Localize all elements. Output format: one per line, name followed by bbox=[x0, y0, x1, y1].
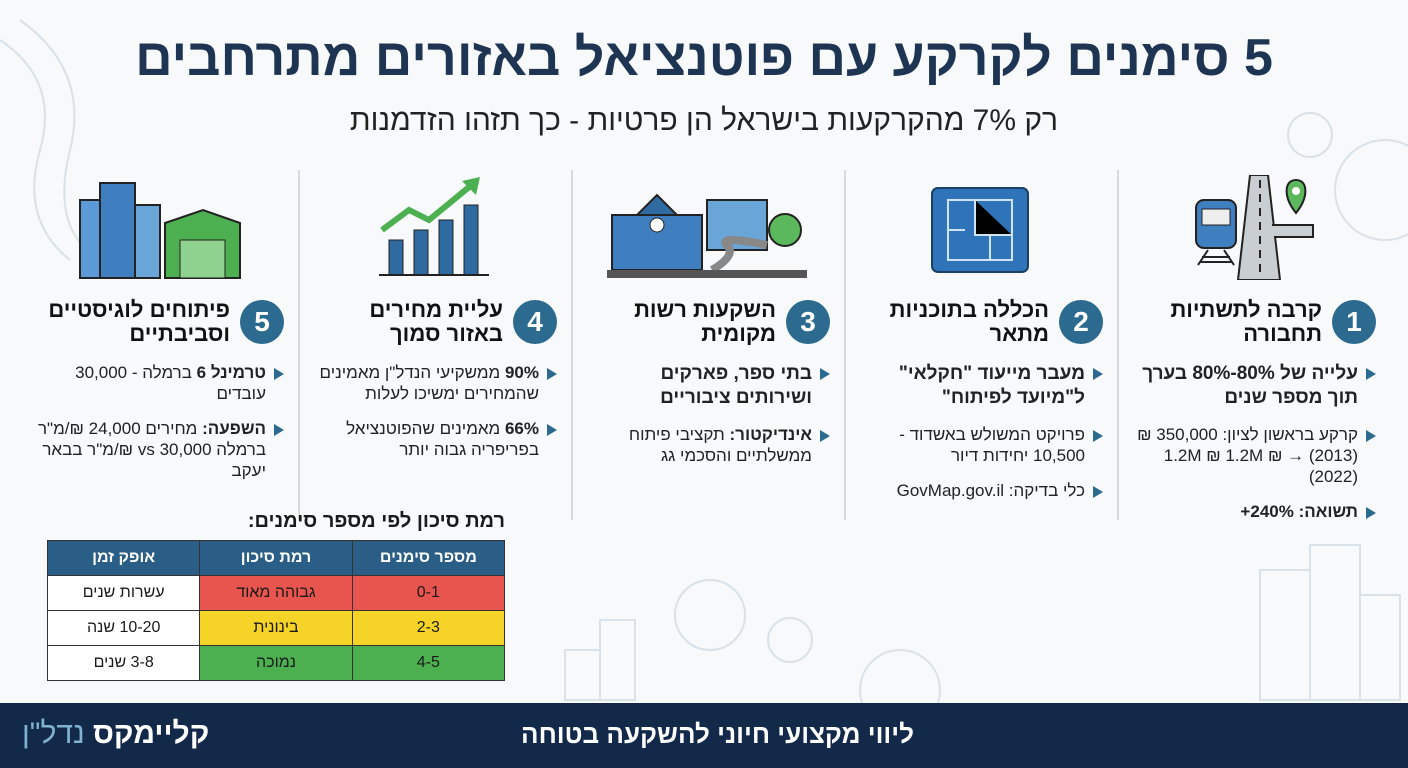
risk-table-row: 4-5 נמוכה 3-8 שנים bbox=[46, 645, 506, 681]
bullet-text: פרויקט המשולש באשדוד - 10,500 יחידות דיו… bbox=[899, 425, 1085, 465]
cell-horizon: 10-20 שנה bbox=[46, 610, 201, 646]
sign-bullet: 90% ממשקיעי הנדל"ן מאמינים שהמחירים ימשי… bbox=[310, 362, 557, 404]
bullet-bold: אינדיקטור: bbox=[729, 425, 812, 444]
sign-column-2: 2 הכללה בתוכניות מתאר מעבר מייעוד "חקלאי" … bbox=[844, 170, 1117, 520]
bullet-bold: עלייה של 80%-80% bbox=[1192, 363, 1358, 384]
sign-bullet: מעבר מייעוד "חקלאי" ל"מיועד לפיתוח" bbox=[856, 362, 1103, 410]
bullet-text: קרקע בראשון לציון: 350,000 ₪ (2013) → 1.… bbox=[1137, 425, 1358, 486]
bullet-text: ממשקיעי הנדל"ן מאמינים שהמחירים ימשיכו ל… bbox=[319, 363, 540, 403]
header-signs: מספר סימנים bbox=[351, 540, 506, 576]
footer: ליווי מקצועי חיוני להשקעה בטוחה קליימקס … bbox=[0, 703, 1408, 768]
buildings-warehouse-icon bbox=[35, 170, 284, 280]
cell-horizon: עשרות שנים bbox=[46, 575, 201, 611]
sign-title: קרבה לתשתיות תחבורה bbox=[1170, 297, 1322, 346]
sign-title: פיתוחים לוגיסטיים וסביבתיים bbox=[48, 297, 230, 346]
logo-sub: נדל"ן bbox=[22, 717, 85, 750]
brand-logo: קליימקס נדל"ן bbox=[22, 717, 209, 751]
bullet-bold: תשואה: 240%+ bbox=[1240, 502, 1358, 521]
sign-column-5: 5 פיתוחים לוגיסטיים וסביבתיים טרמינל 6 ברמ… bbox=[25, 170, 298, 520]
sign-bullet: קרקע בראשון לציון: 350,000 ₪ (2013) → 1.… bbox=[1129, 424, 1376, 487]
cell-risk: גבוהה מאוד bbox=[199, 575, 353, 611]
sign-column-3: 3 השקעות רשות מקומית בתי ספר, פארקים ושירו… bbox=[571, 170, 844, 520]
bullet-bold: 90% bbox=[504, 363, 539, 382]
bullet-text: מאמינים שהפוטנציאל בפריפריה גבוה יותר bbox=[346, 419, 539, 459]
sign-bullet: עלייה של 80%-80% בערך תוך מספר שנים bbox=[1129, 362, 1376, 410]
sign-number-badge: 2 bbox=[1059, 300, 1103, 344]
cell-signs: 2-3 bbox=[351, 610, 506, 646]
sign-bullet: 66% מאמינים שהפוטנציאל בפריפריה גבוה יות… bbox=[310, 418, 557, 460]
sign-bullet: אינדיקטור: תקציבי פיתוח ממשלתיים והסכמי … bbox=[583, 424, 830, 466]
sign-number-badge: 1 bbox=[1332, 300, 1376, 344]
page-subtitle: רק 7% מהקרקעות בישראל הן פרטיות - כך תזה… bbox=[349, 104, 1059, 137]
bullet-text: בערך תוך מספר שנים bbox=[1142, 363, 1358, 408]
cell-signs: 0-1 bbox=[351, 575, 506, 611]
footer-tagline: ליווי מקצועי חיוני להשקעה בטוחה bbox=[521, 719, 914, 749]
sign-number-badge: 4 bbox=[513, 300, 557, 344]
sign-bullet: פרויקט המשולש באשדוד - 10,500 יחידות דיו… bbox=[856, 424, 1103, 466]
signs-columns: 1 קרבה לתשתיות תחבורה עלייה של 80%-80% בער… bbox=[25, 170, 1390, 522]
bullet-bold: 66% bbox=[504, 419, 539, 438]
bullet-text: מחירים 24,000 ₪/מ"ר ברמלה vs 30,000 ₪/מ"… bbox=[37, 419, 266, 480]
bullet-text: כלי בדיקה: GovMap.gov.il bbox=[896, 481, 1085, 500]
sign-column-1: 1 קרבה לתשתיות תחבורה עלייה של 80%-80% בער… bbox=[1117, 170, 1390, 522]
header-horizon: אופק זמן bbox=[46, 540, 201, 576]
sign-column-4: 4 עליית מחירים באזור סמוך 90% ממשקיעי הנדל… bbox=[298, 170, 571, 520]
sign-bullet: כלי בדיקה: GovMap.gov.il bbox=[856, 480, 1103, 501]
sign-bullet: טרמינל 6 ברמלה - 30,000 עובדים bbox=[35, 362, 284, 404]
risk-table-title: רמת סיכון לפי מספר סימנים: bbox=[247, 510, 505, 532]
cell-horizon: 3-8 שנים bbox=[46, 645, 201, 681]
bullet-text: ברמלה - 30,000 עובדים bbox=[75, 363, 266, 403]
school-park-icon bbox=[583, 170, 830, 280]
bullet-bold: טרמינל 6 bbox=[196, 363, 266, 382]
sign-number-badge: 5 bbox=[240, 300, 284, 344]
blueprint-icon bbox=[856, 170, 1103, 280]
sign-bullet: השפעה: מחירים 24,000 ₪/מ"ר ברמלה vs 30,0… bbox=[35, 418, 284, 481]
bullet-bold: השפעה: bbox=[202, 419, 266, 438]
bullet-bold: בתי ספר, פארקים ושירותים ציבוריים bbox=[660, 363, 812, 408]
bullet-text: תקציבי פיתוח ממשלתיים והסכמי גג bbox=[628, 425, 812, 465]
page-title: 5 סימנים לקרקע עם פוטנציאל באזורים מתרחב… bbox=[135, 29, 1273, 87]
sign-number-badge: 3 bbox=[786, 300, 830, 344]
bullet-bold: מעבר מייעוד "חקלאי" ל"מיועד לפיתוח" bbox=[898, 363, 1085, 408]
sign-bullet: בתי ספר, פארקים ושירותים ציבוריים bbox=[583, 362, 830, 410]
risk-table: מספר סימנים רמת סיכון אופק זמן 0-1 גבוהה … bbox=[46, 540, 506, 681]
cell-risk: נמוכה bbox=[199, 645, 353, 681]
rising-chart-icon bbox=[310, 170, 557, 280]
sign-title: עליית מחירים באזור סמוך bbox=[369, 297, 503, 346]
train-road-pin-icon bbox=[1129, 170, 1376, 280]
cell-signs: 4-5 bbox=[351, 645, 506, 681]
sign-title: הכללה בתוכניות מתאר bbox=[889, 297, 1049, 346]
risk-table-row: 2-3 בינונית 10-20 שנה bbox=[46, 610, 506, 646]
header-risk: רמת סיכון bbox=[199, 540, 353, 576]
sign-bullet: תשואה: 240%+ bbox=[1129, 501, 1376, 522]
logo-main: קליימקס bbox=[92, 717, 210, 750]
risk-table-row: 0-1 גבוהה מאוד עשרות שנים bbox=[46, 575, 506, 611]
cell-risk: בינונית bbox=[199, 610, 353, 646]
sign-title: השקעות רשות מקומית bbox=[634, 297, 776, 346]
